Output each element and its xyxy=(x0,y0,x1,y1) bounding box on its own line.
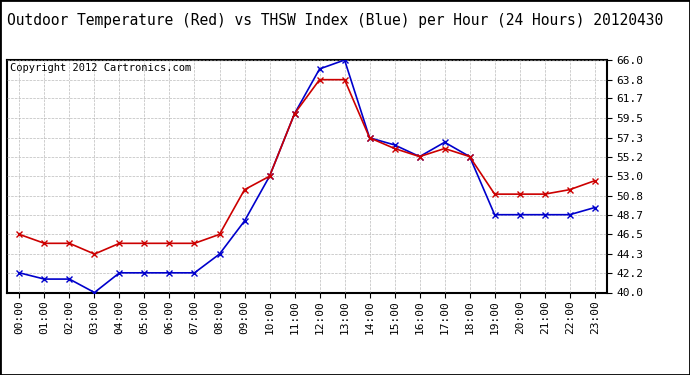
Text: Outdoor Temperature (Red) vs THSW Index (Blue) per Hour (24 Hours) 20120430: Outdoor Temperature (Red) vs THSW Index … xyxy=(7,13,663,28)
Text: Copyright 2012 Cartronics.com: Copyright 2012 Cartronics.com xyxy=(10,63,191,74)
